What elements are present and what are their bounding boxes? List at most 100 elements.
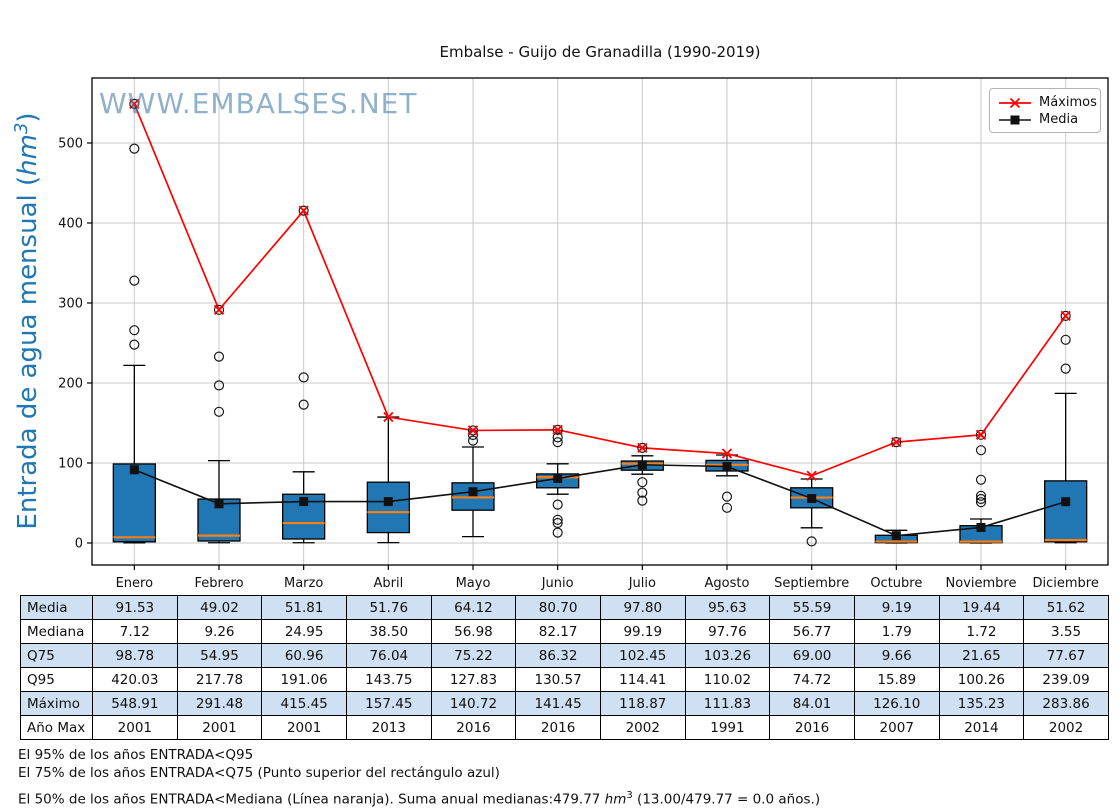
outlier-point — [1060, 363, 1071, 374]
x-tick-label: Agosto — [705, 576, 750, 591]
x-tick-label: Mayo — [456, 576, 491, 591]
table-cell: 91.53 — [92, 595, 178, 620]
table-cell: 110.02 — [684, 667, 771, 692]
table-cell: 97.76 — [684, 619, 771, 644]
table-cell: 2016 — [430, 715, 517, 740]
x-tick-label: Junio — [541, 576, 574, 591]
table-cell: 2016 — [769, 715, 855, 740]
table-cell: 84.01 — [769, 691, 855, 716]
outlier-point — [129, 339, 140, 350]
outlier-point — [975, 490, 987, 501]
outlier-point — [975, 497, 987, 508]
maximos-marker — [467, 425, 479, 436]
media-marker — [468, 487, 478, 497]
table-cell: 9.19 — [853, 595, 940, 620]
table-row-año-max: Año Max 2001 2001 2001 2013 2016 2016 2002 1991 2… — [20, 715, 1109, 740]
outlier-point — [129, 143, 140, 154]
media-marker — [1061, 497, 1071, 507]
watermark-text: WWW.EMBALSES.NET — [99, 87, 417, 120]
outlier-point — [975, 474, 987, 485]
table-cell: 2014 — [938, 715, 1025, 740]
table-cell: 75.22 — [430, 643, 517, 668]
table-cell: 60.96 — [261, 643, 347, 668]
table-cell: 2007 — [853, 715, 940, 740]
table-row-label: Año Max — [20, 715, 93, 740]
table-cell: 82.17 — [515, 619, 601, 644]
media-marker — [722, 461, 732, 471]
table-cell: 2001 — [92, 715, 178, 740]
table-cell: 102.45 — [599, 643, 686, 668]
maximos-marker — [975, 429, 987, 440]
footnote-q75: El 75% de los años ENTRADA<Q75 (Punto su… — [18, 765, 500, 781]
table-cell: 98.78 — [92, 643, 178, 668]
table-cell: 2001 — [176, 715, 263, 740]
outlier-point — [552, 517, 563, 529]
table-cell: 2001 — [261, 715, 347, 740]
table-cell: 55.59 — [769, 595, 855, 620]
maximos-marker — [806, 470, 817, 481]
footnote-q95: El 95% de los años ENTRADA<Q95 — [18, 747, 254, 763]
maximos-marker — [637, 442, 648, 454]
box-abril — [366, 416, 410, 544]
table-cell: 283.86 — [1023, 691, 1109, 716]
table-row-máximo: Máximo 548.91 291.48 415.45 157.45 140.72 141.… — [20, 691, 1109, 716]
media-marker-icon — [999, 115, 1031, 124]
table-cell: 49.02 — [176, 595, 263, 620]
outlier-point — [298, 399, 309, 410]
box-enero — [112, 143, 156, 544]
table-row-label: Máximo — [20, 691, 93, 716]
maximos-marker — [891, 436, 902, 448]
y-axis-label: Entrada de agua mensual (hm3) — [11, 112, 43, 529]
y-tick-label: 300 — [58, 297, 83, 312]
table-cell: 69.00 — [769, 643, 855, 668]
legend-item-media: Media — [998, 111, 1092, 128]
table-cell: 9.66 — [853, 643, 940, 668]
table-cell: 2016 — [515, 715, 601, 740]
outlier-point — [1060, 334, 1071, 345]
table-cell: 415.45 — [261, 691, 347, 716]
table-row-q95: Q95 420.03 217.78 191.06 143.75 127.83 130.57 1… — [20, 667, 1109, 692]
outlier-point — [552, 514, 563, 525]
table-cell: 157.45 — [345, 691, 432, 716]
media-marker — [299, 497, 309, 507]
table-cell: 291.48 — [176, 691, 263, 716]
legend-label-maximos: Máximos — [1039, 95, 1097, 110]
table-cell: 548.91 — [92, 691, 178, 716]
table-cell: 140.72 — [430, 691, 517, 716]
outlier-point — [637, 487, 648, 498]
table-cell: 54.95 — [176, 643, 263, 668]
table-cell: 130.57 — [515, 667, 601, 692]
x-tick-label: Julio — [628, 576, 656, 591]
table-cell: 2002 — [599, 715, 686, 740]
maximos-marker-icon — [999, 97, 1031, 108]
table-row-label: Q95 — [20, 667, 93, 692]
outlier-point — [213, 380, 225, 391]
table-cell: 239.09 — [1023, 667, 1109, 692]
chart-title: Embalse - Guijo de Granadilla (1990-2019… — [439, 43, 760, 61]
chart-legend: Máximos Media — [989, 88, 1101, 133]
table-cell: 51.81 — [261, 595, 347, 620]
table-cell: 103.26 — [684, 643, 771, 668]
plot-area: 0 100 200 300 400 500 Enero Febrero Marzo Abril Ma… — [58, 77, 1109, 591]
maximos-marker — [213, 304, 225, 315]
table-cell: 100.26 — [938, 667, 1025, 692]
y-tick-label: 0 — [75, 537, 83, 552]
table-cell: 191.06 — [261, 667, 347, 692]
outlier-point — [721, 491, 733, 502]
outlier-point — [552, 499, 563, 510]
maximos-marker — [1060, 310, 1071, 322]
media-marker — [214, 499, 224, 509]
table-cell: 2013 — [345, 715, 432, 740]
table-cell: 7.12 — [92, 619, 178, 644]
table-cell: 38.50 — [345, 619, 432, 644]
table-cell: 420.03 — [92, 667, 178, 692]
outlier-point — [552, 437, 563, 448]
table-cell: 76.04 — [345, 643, 432, 668]
table-cell: 74.72 — [769, 667, 855, 692]
x-tick-label: Octubre — [870, 576, 922, 591]
axes: 0 100 200 300 400 500 Enero Febrero Marzo Abril Ma… — [58, 77, 1109, 591]
media-marker — [637, 460, 647, 470]
table-cell: 135.23 — [938, 691, 1025, 716]
box-diciembre — [1044, 334, 1088, 544]
